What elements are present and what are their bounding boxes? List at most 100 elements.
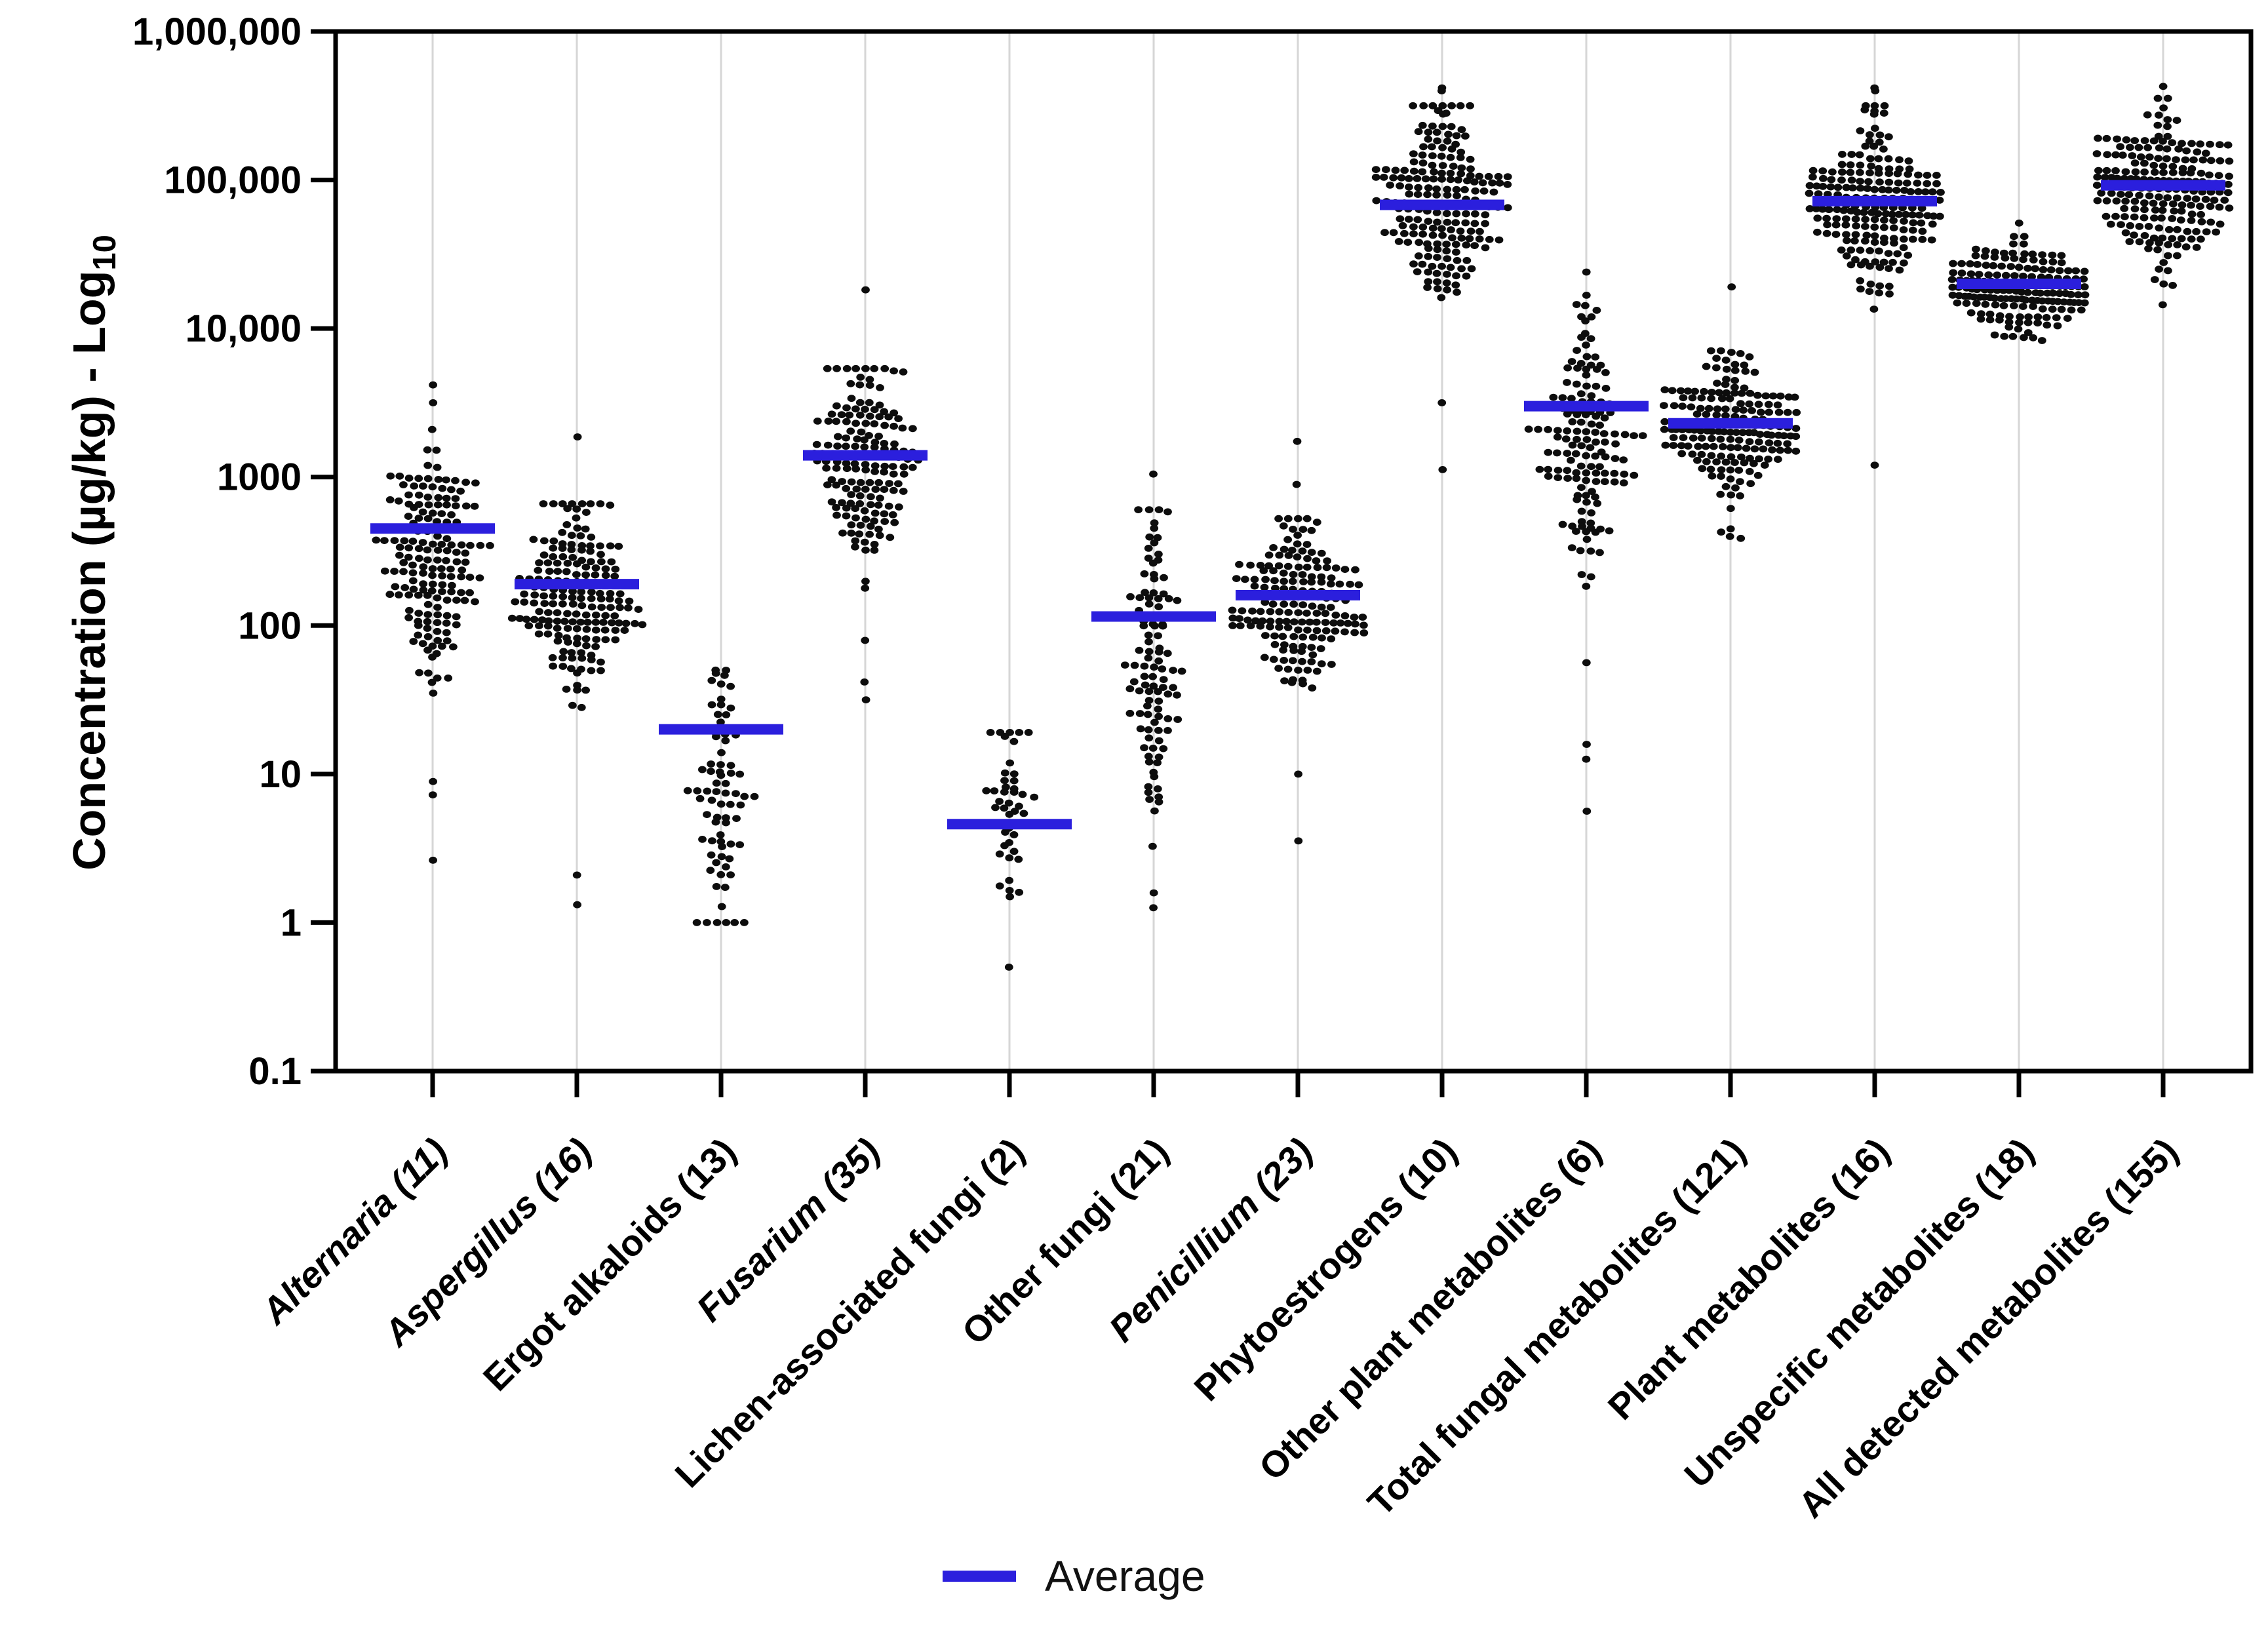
data-point xyxy=(1453,288,1461,296)
data-point xyxy=(1746,480,1755,488)
data-point xyxy=(1730,383,1739,391)
data-point xyxy=(861,546,870,554)
data-point xyxy=(899,463,909,471)
data-point xyxy=(1274,665,1283,672)
data-point xyxy=(1316,645,1325,652)
y-tick-label: 0.1 xyxy=(248,1050,302,1093)
data-point xyxy=(982,787,991,794)
data-point xyxy=(1706,347,1715,355)
data-point xyxy=(2010,233,2018,241)
data-point xyxy=(1582,382,1591,390)
data-point xyxy=(1894,179,1903,187)
data-point xyxy=(2131,168,2140,176)
data-point xyxy=(596,500,605,507)
data-point xyxy=(1972,245,1980,253)
data-point xyxy=(726,682,735,690)
data-point xyxy=(1764,456,1773,463)
data-point xyxy=(726,871,735,878)
data-point xyxy=(581,611,591,619)
data-point xyxy=(1870,224,1879,231)
data-point xyxy=(861,584,870,592)
data-point xyxy=(1893,250,1902,258)
data-point xyxy=(1582,536,1592,543)
data-point xyxy=(1144,783,1153,791)
data-point xyxy=(1730,361,1740,368)
data-point xyxy=(1144,648,1154,656)
data-point xyxy=(1144,753,1153,760)
data-point xyxy=(597,604,606,611)
data-point xyxy=(534,630,543,638)
data-point xyxy=(2162,145,2172,153)
data-point xyxy=(429,399,438,406)
data-point xyxy=(865,530,874,538)
data-point xyxy=(2201,149,2210,157)
data-point xyxy=(433,627,442,635)
data-point xyxy=(1284,608,1293,616)
data-point xyxy=(1573,380,1581,388)
data-point xyxy=(1433,240,1442,248)
data-point xyxy=(442,612,452,619)
data-point xyxy=(832,464,841,472)
data-point xyxy=(1318,634,1326,642)
data-point xyxy=(2134,144,2143,151)
data-point xyxy=(1688,450,1697,458)
data-point xyxy=(1721,412,1730,420)
data-point xyxy=(428,572,437,579)
data-point xyxy=(1677,442,1686,450)
data-point xyxy=(1863,185,1872,192)
data-point xyxy=(395,543,404,551)
data-point xyxy=(457,541,466,549)
data-point xyxy=(717,903,726,910)
data-point xyxy=(1852,222,1861,229)
data-point xyxy=(1660,425,1669,433)
data-point xyxy=(2014,219,2024,227)
data-point xyxy=(1014,855,1023,863)
data-point xyxy=(433,604,442,611)
data-point xyxy=(1708,427,1717,435)
data-point xyxy=(1993,271,2002,279)
data-point xyxy=(1866,281,1875,288)
data-point xyxy=(404,614,413,621)
data-point xyxy=(1451,219,1460,227)
data-point xyxy=(1149,889,1158,897)
data-point xyxy=(856,374,865,381)
data-point xyxy=(2064,267,2073,275)
data-point xyxy=(995,798,1004,805)
data-point xyxy=(2001,254,2010,262)
data-point xyxy=(2038,297,2047,305)
data-point xyxy=(1861,216,1870,224)
data-point xyxy=(1908,226,1917,234)
data-point xyxy=(558,553,568,560)
data-point xyxy=(1457,148,1466,156)
data-point xyxy=(2216,141,2224,149)
data-point xyxy=(1899,226,1908,233)
data-point xyxy=(1892,186,1901,194)
data-point xyxy=(1481,244,1490,252)
legend: Average xyxy=(943,1551,1205,1601)
data-point xyxy=(2130,137,2140,144)
data-point xyxy=(1144,734,1154,742)
data-point xyxy=(558,593,568,600)
data-point xyxy=(452,621,461,629)
data-point xyxy=(1015,802,1023,810)
data-point xyxy=(1969,293,1978,301)
data-point xyxy=(2223,141,2233,149)
data-point xyxy=(823,481,832,488)
data-point xyxy=(591,626,600,634)
data-point xyxy=(1283,624,1293,631)
data-point xyxy=(1774,456,1782,463)
data-point xyxy=(558,600,567,608)
data-point xyxy=(1997,262,2006,270)
data-point xyxy=(1443,255,1452,262)
data-point xyxy=(1150,575,1159,583)
data-point xyxy=(823,441,832,449)
data-point xyxy=(1372,197,1381,205)
data-point xyxy=(2187,235,2196,243)
data-point xyxy=(1269,656,1278,663)
data-point xyxy=(1125,685,1135,693)
data-point xyxy=(1000,788,1009,796)
data-point xyxy=(1453,192,1461,199)
data-point xyxy=(2144,245,2153,252)
data-point xyxy=(2048,251,2057,259)
data-point xyxy=(2043,321,2052,329)
